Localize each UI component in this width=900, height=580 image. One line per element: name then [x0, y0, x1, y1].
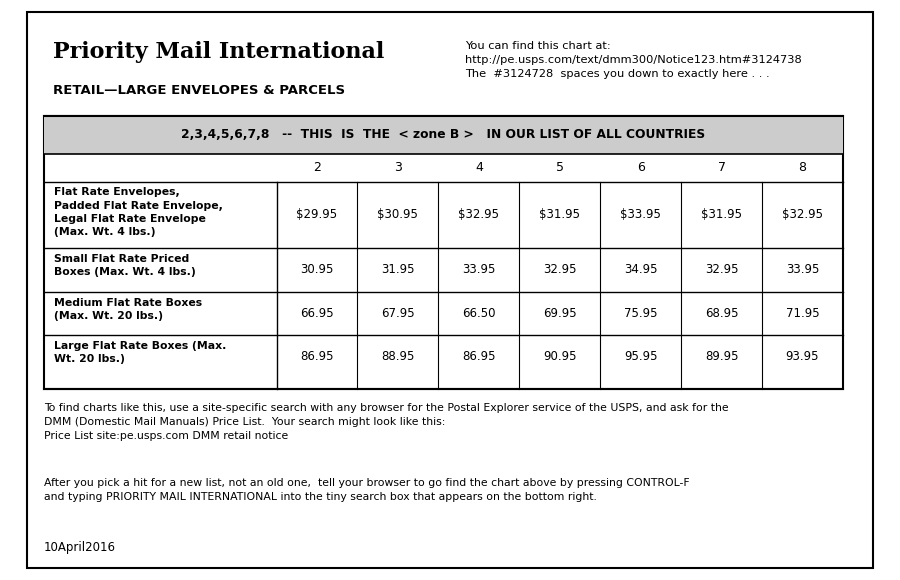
Text: 32.95: 32.95 — [543, 263, 577, 277]
Text: 75.95: 75.95 — [624, 307, 657, 320]
Text: 33.95: 33.95 — [786, 263, 819, 277]
Text: 66.95: 66.95 — [301, 307, 334, 320]
Text: $30.95: $30.95 — [377, 208, 418, 222]
Text: 30.95: 30.95 — [301, 263, 334, 277]
Text: Medium Flat Rate Boxes
(Max. Wt. 20 lbs.): Medium Flat Rate Boxes (Max. Wt. 20 lbs.… — [54, 298, 202, 321]
Text: $32.95: $32.95 — [458, 208, 500, 222]
Text: 2,3,4,5,6,7,8   --  THIS  IS  THE  < zone B >   IN OUR LIST OF ALL COUNTRIES: 2,3,4,5,6,7,8 -- THIS IS THE < zone B > … — [181, 128, 706, 142]
Text: To find charts like this, use a site-specific search with any browser for the Po: To find charts like this, use a site-spe… — [44, 403, 728, 441]
Text: 93.95: 93.95 — [786, 350, 819, 364]
Text: 71.95: 71.95 — [786, 307, 819, 320]
Text: 3: 3 — [394, 161, 402, 174]
Text: You can find this chart at:
http://pe.usps.com/text/dmm300/Notice123.htm#3124738: You can find this chart at: http://pe.us… — [465, 41, 802, 79]
Text: 66.50: 66.50 — [462, 307, 496, 320]
Text: 5: 5 — [555, 161, 563, 174]
Text: Flat Rate Envelopes,
Padded Flat Rate Envelope,
Legal Flat Rate Envelope
(Max. W: Flat Rate Envelopes, Padded Flat Rate En… — [54, 187, 223, 237]
Text: $33.95: $33.95 — [620, 208, 662, 222]
Text: 67.95: 67.95 — [381, 307, 415, 320]
Bar — [44, 116, 843, 154]
Text: $32.95: $32.95 — [782, 208, 823, 222]
Text: Large Flat Rate Boxes (Max.
Wt. 20 lbs.): Large Flat Rate Boxes (Max. Wt. 20 lbs.) — [54, 341, 227, 364]
Text: After you pick a hit for a new list, not an old one,  tell your browser to go fi: After you pick a hit for a new list, not… — [44, 478, 689, 502]
Text: 69.95: 69.95 — [543, 307, 577, 320]
Text: $29.95: $29.95 — [296, 208, 338, 222]
Text: 6: 6 — [636, 161, 644, 174]
Text: 2: 2 — [313, 161, 321, 174]
Text: $31.95: $31.95 — [539, 208, 580, 222]
Text: 7: 7 — [717, 161, 725, 174]
Text: 89.95: 89.95 — [705, 350, 738, 364]
Text: Priority Mail International: Priority Mail International — [53, 41, 384, 63]
Text: 31.95: 31.95 — [382, 263, 415, 277]
Text: 34.95: 34.95 — [624, 263, 657, 277]
Text: Small Flat Rate Priced
Boxes (Max. Wt. 4 lbs.): Small Flat Rate Priced Boxes (Max. Wt. 4… — [54, 254, 196, 277]
Text: 88.95: 88.95 — [382, 350, 415, 364]
Text: 4: 4 — [475, 161, 482, 174]
Text: 8: 8 — [798, 161, 806, 174]
Text: 68.95: 68.95 — [705, 307, 738, 320]
Text: 95.95: 95.95 — [624, 350, 657, 364]
Text: 32.95: 32.95 — [705, 263, 738, 277]
Text: RETAIL—LARGE ENVELOPES & PARCELS: RETAIL—LARGE ENVELOPES & PARCELS — [53, 84, 345, 97]
Text: 90.95: 90.95 — [543, 350, 577, 364]
Text: 33.95: 33.95 — [462, 263, 496, 277]
Text: 86.95: 86.95 — [301, 350, 334, 364]
Text: $31.95: $31.95 — [701, 208, 742, 222]
Text: 10April2016: 10April2016 — [44, 541, 116, 553]
Text: 86.95: 86.95 — [462, 350, 496, 364]
